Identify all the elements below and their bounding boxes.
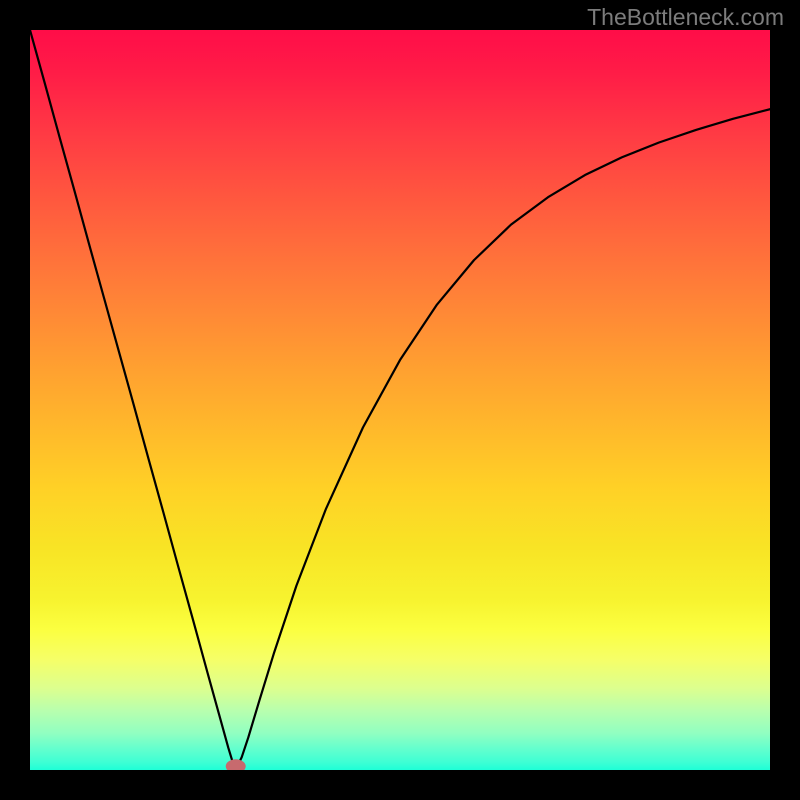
plot-area	[30, 30, 770, 770]
minimum-marker	[226, 759, 246, 770]
chart-container: TheBottleneck.com	[0, 0, 800, 800]
bottleneck-curve	[30, 30, 770, 766]
watermark-text: TheBottleneck.com	[587, 4, 784, 31]
curve-layer	[30, 30, 770, 770]
